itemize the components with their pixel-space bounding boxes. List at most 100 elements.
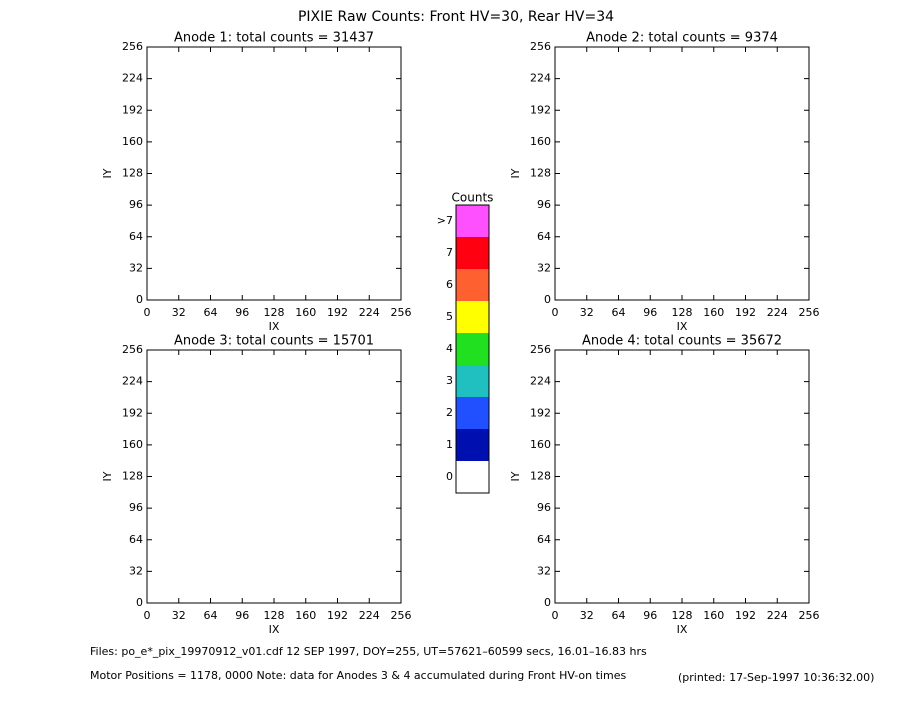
x-tick-label: 128 — [264, 306, 285, 319]
y-tick-label: 192 — [530, 406, 551, 419]
colorbar-label: 2 — [446, 406, 453, 419]
y-tick-label: 0 — [136, 293, 143, 306]
y-tick-label: 160 — [530, 135, 551, 148]
y-tick-label: 32 — [129, 261, 143, 274]
colorbar-cell — [456, 429, 489, 461]
x-tick-label: 0 — [144, 306, 151, 319]
x-tick-label: 128 — [672, 609, 693, 622]
x-tick-label: 192 — [735, 306, 756, 319]
x-tick-label: 32 — [580, 306, 594, 319]
x-axis-label: IX — [677, 320, 688, 333]
x-tick-label: 64 — [204, 609, 218, 622]
y-tick-label: 64 — [537, 533, 551, 546]
y-axis-label: IY — [101, 471, 114, 481]
panel-title: Anode 1: total counts = 31437 — [174, 31, 374, 46]
y-tick-label: 224 — [122, 375, 143, 388]
y-tick-label: 32 — [537, 564, 551, 577]
colorbar-cell — [456, 301, 489, 333]
colorbar-cell — [456, 205, 489, 237]
y-tick-label: 128 — [530, 470, 551, 483]
colorbar-cell — [456, 333, 489, 365]
panel-title: Anode 4: total counts = 35672 — [582, 334, 782, 349]
x-tick-label: 96 — [235, 609, 249, 622]
x-tick-label: 128 — [672, 306, 693, 319]
y-tick-label: 256 — [530, 40, 551, 53]
x-tick-label: 96 — [643, 609, 657, 622]
colorbar-cell — [456, 397, 489, 429]
colorbar-label: 0 — [446, 470, 453, 483]
colorbar-frame — [455, 204, 490, 494]
y-tick-label: 64 — [129, 230, 143, 243]
y-axis-label: IY — [509, 168, 522, 178]
y-tick-label: 0 — [136, 596, 143, 609]
y-tick-label: 96 — [129, 501, 143, 514]
x-tick-label: 32 — [172, 609, 186, 622]
y-tick-label: 0 — [544, 596, 551, 609]
x-axis-label: IX — [677, 623, 688, 636]
x-tick-label: 224 — [359, 306, 380, 319]
colorbar-cell — [456, 269, 489, 301]
x-tick-label: 192 — [327, 306, 348, 319]
y-tick-label: 160 — [530, 438, 551, 451]
x-axis-label: IX — [269, 320, 280, 333]
y-tick-label: 160 — [122, 438, 143, 451]
x-tick-label: 0 — [552, 609, 559, 622]
page-title: PIXIE Raw Counts: Front HV=30, Rear HV=3… — [298, 9, 614, 25]
x-tick-label: 64 — [612, 306, 626, 319]
x-axis-label: IX — [269, 623, 280, 636]
y-tick-label: 256 — [530, 343, 551, 356]
x-tick-label: 160 — [295, 609, 316, 622]
footer-printed: (printed: 17-Sep-1997 10:36:32.00) — [678, 671, 874, 684]
colorbar-label: 7 — [446, 246, 453, 259]
colorbar-cell — [456, 461, 489, 493]
plot-frame — [554, 349, 810, 604]
y-tick-label: 96 — [537, 501, 551, 514]
colorbar-label: 4 — [446, 342, 453, 355]
panel-title: Anode 3: total counts = 15701 — [174, 334, 374, 349]
x-tick-label: 64 — [612, 609, 626, 622]
y-tick-label: 160 — [122, 135, 143, 148]
x-tick-label: 96 — [643, 306, 657, 319]
y-tick-label: 192 — [122, 103, 143, 116]
y-tick-label: 32 — [129, 564, 143, 577]
plot-frame — [146, 349, 402, 604]
x-tick-label: 256 — [799, 306, 820, 319]
x-tick-label: 224 — [359, 609, 380, 622]
x-tick-label: 32 — [172, 306, 186, 319]
x-tick-label: 0 — [144, 609, 151, 622]
colorbar-label: 1 — [446, 438, 453, 451]
x-tick-label: 96 — [235, 306, 249, 319]
y-tick-label: 64 — [537, 230, 551, 243]
y-tick-label: 64 — [129, 533, 143, 546]
x-tick-label: 256 — [391, 609, 412, 622]
colorbar-label: 5 — [446, 310, 453, 323]
x-tick-label: 192 — [327, 609, 348, 622]
y-tick-label: 224 — [122, 72, 143, 85]
y-tick-label: 128 — [122, 470, 143, 483]
x-tick-label: 224 — [767, 609, 788, 622]
colorbar-label: >7 — [437, 214, 453, 227]
y-axis-label: IY — [509, 471, 522, 481]
x-tick-label: 160 — [703, 306, 724, 319]
x-tick-label: 256 — [799, 609, 820, 622]
colorbar-cell — [456, 365, 489, 397]
x-tick-label: 32 — [580, 609, 594, 622]
y-axis-label: IY — [101, 168, 114, 178]
plot-frame — [554, 46, 810, 301]
y-tick-label: 0 — [544, 293, 551, 306]
x-tick-label: 160 — [703, 609, 724, 622]
y-tick-label: 224 — [530, 375, 551, 388]
y-tick-label: 192 — [530, 103, 551, 116]
y-tick-label: 192 — [122, 406, 143, 419]
plot-frame — [146, 46, 402, 301]
colorbar-label: 3 — [446, 374, 453, 387]
y-tick-label: 96 — [537, 198, 551, 211]
y-tick-label: 128 — [122, 167, 143, 180]
x-tick-label: 128 — [264, 609, 285, 622]
x-tick-label: 64 — [204, 306, 218, 319]
panel-title: Anode 2: total counts = 9374 — [586, 31, 778, 46]
x-tick-label: 256 — [391, 306, 412, 319]
y-tick-label: 96 — [129, 198, 143, 211]
x-tick-label: 224 — [767, 306, 788, 319]
